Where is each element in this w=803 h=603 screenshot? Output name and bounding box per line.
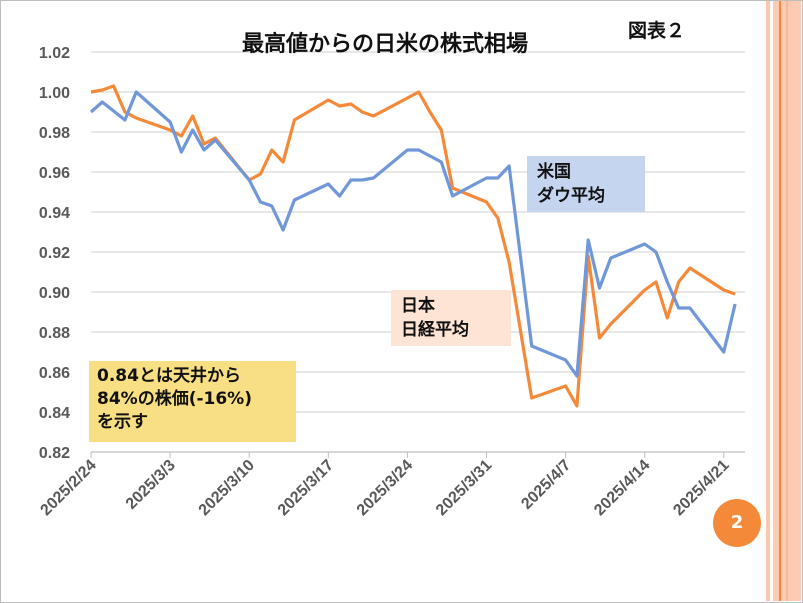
note-line2: 84%の株価(-16%) bbox=[97, 389, 252, 409]
note-box: 0.84とは天井から 84%の株価(-16%) を示す bbox=[89, 361, 296, 442]
x-tick-label: 2025/3/10 bbox=[196, 457, 258, 519]
figure-label: 図表２ bbox=[628, 20, 686, 42]
y-tick-label: 0.96 bbox=[39, 165, 70, 182]
stripe bbox=[766, 1, 770, 601]
y-tick-label: 0.94 bbox=[39, 205, 70, 222]
page-number-badge: 2 bbox=[713, 499, 761, 547]
series-lines bbox=[89, 84, 737, 408]
nikkei-label-line1: 日本 bbox=[401, 296, 435, 316]
dow-legend-label: 米国 ダウ平均 bbox=[527, 156, 645, 212]
note-line1: 0.84とは天井から bbox=[97, 366, 241, 386]
x-tick-label: 2025/3/3 bbox=[123, 457, 179, 513]
nikkei-legend-label: 日本 日経平均 bbox=[391, 290, 511, 346]
y-axis-ticks: 0.82 0.84 0.86 0.88 0.90 0.92 0.94 0.96 0.98 1.00… bbox=[39, 45, 70, 462]
note-line3: を示す bbox=[97, 412, 148, 432]
y-tick-label: 0.86 bbox=[39, 365, 70, 382]
y-tick-label: 0.90 bbox=[39, 285, 70, 302]
y-tick-label: 0.92 bbox=[39, 245, 70, 262]
y-tick-label: 0.84 bbox=[39, 405, 70, 422]
x-tick-label: 2025/4/14 bbox=[591, 457, 653, 519]
series-line-nikkei bbox=[90, 84, 736, 408]
dow-label-line2: ダウ平均 bbox=[537, 186, 605, 206]
chart-title: 最高値からの日米の株式相場 bbox=[241, 32, 528, 57]
y-tick-label: 0.82 bbox=[39, 445, 70, 462]
x-tick-label: 2025/3/24 bbox=[354, 457, 416, 519]
stripe-line bbox=[779, 1, 781, 601]
y-tick-label: 1.00 bbox=[39, 85, 70, 102]
y-tick-label: 0.98 bbox=[39, 125, 70, 142]
dow-label-line1: 米国 bbox=[537, 162, 571, 182]
x-tick-label: 2025/4/7 bbox=[518, 457, 574, 513]
y-tick-label: 1.02 bbox=[39, 45, 70, 62]
right-decoration-stripes bbox=[766, 1, 801, 601]
x-tick-label: 2025/2/24 bbox=[37, 457, 99, 519]
x-tick-label: 2025/3/17 bbox=[275, 457, 337, 519]
stripe bbox=[786, 1, 788, 601]
x-tick-label: 2025/3/31 bbox=[433, 457, 495, 519]
y-tick-label: 0.88 bbox=[39, 325, 70, 342]
x-axis-ticks: 2025/2/24 2025/3/3 2025/3/10 2025/3/17 2025/… bbox=[37, 452, 733, 519]
nikkei-label-line2: 日経平均 bbox=[401, 320, 469, 340]
